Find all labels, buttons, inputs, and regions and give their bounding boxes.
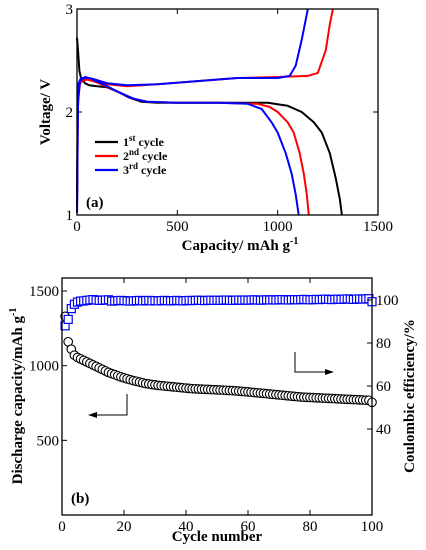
x-tick-label: 20 [117,519,132,535]
x-tick-label: 100 [361,519,384,535]
y-tick-label: 1 [66,208,74,224]
y-tick-label: 1500 [29,284,59,300]
chart-b-y2label: Coulombic efficiency/% [402,319,418,473]
y-tick-label: 2 [66,105,74,121]
x-tick-label: 60 [241,519,256,535]
chart-a-xlabel-text: Capacity/ mAh g [182,238,291,254]
legend-label-1: 1st cycle [123,133,164,149]
efficiency-point [63,314,73,324]
arrow-to-left-axis [95,394,128,416]
y2-tick-label: 100 [376,293,399,309]
x-tick-label: 1500 [363,219,393,235]
y-tick-label: 3 [66,2,74,18]
x-tick-label: 0 [73,219,81,235]
chart-b-arrows [88,352,334,418]
chart-a-frame [76,8,379,216]
y2-tick-label: 60 [376,379,391,395]
chart-a-series [76,8,343,216]
chart-b-ticks: 0 20 40 60 80 100 500 1000 1500 40 60 80 100 [29,278,399,535]
chart-b-xlabel: Cycle number [172,529,263,545]
x-tick-label: 0 [58,519,66,535]
x-tick-label: 1000 [263,219,293,235]
arrow-to-left-axis-head [88,412,97,418]
arrow-to-right-axis [294,352,327,373]
x-tick-label: 500 [166,219,189,235]
y2-tick-label: 40 [376,422,391,438]
arrow-to-right-axis-head [325,369,334,375]
chart-b-series [60,294,377,408]
chart-a-xlabel-sup: -1 [290,236,298,247]
chart-a-ticks: 0 500 1000 1500 1 2 3 [66,2,394,235]
chart-b-ylabel-sup: -1 [8,308,19,316]
series-3-charge-line [76,8,309,213]
series-1-discharge-line [76,37,343,216]
chart-b-frame [61,277,373,516]
series-3-discharge-line [76,77,300,216]
series-2-discharge-line [76,78,310,216]
chart-b-panel-label: (b) [71,491,89,507]
x-tick-label: 40 [179,519,194,535]
y-tick-label: 500 [37,433,60,449]
legend-label-3: 3rd cycle [123,161,167,177]
y2-tick-label: 80 [376,336,391,352]
chart-a-ylabel: Voltage/ V [38,79,54,145]
chart-a-xlabel: Capacity/ mAh g-1 [182,236,299,254]
y-tick-label: 1000 [29,359,59,375]
x-tick-label: 80 [303,519,318,535]
chart-b: 0 20 40 60 80 100 500 1000 1500 40 60 80 100 (b) Cyc… [8,277,418,545]
chart-b-ylabel: Discharge capacity/mAh g-1 [8,308,26,485]
legend-label-2: 2nd cycle [123,147,168,163]
chart-b-ylabel-text: Discharge capacity/mAh g [10,316,26,485]
chart-a-panel-label: (a) [86,195,104,211]
